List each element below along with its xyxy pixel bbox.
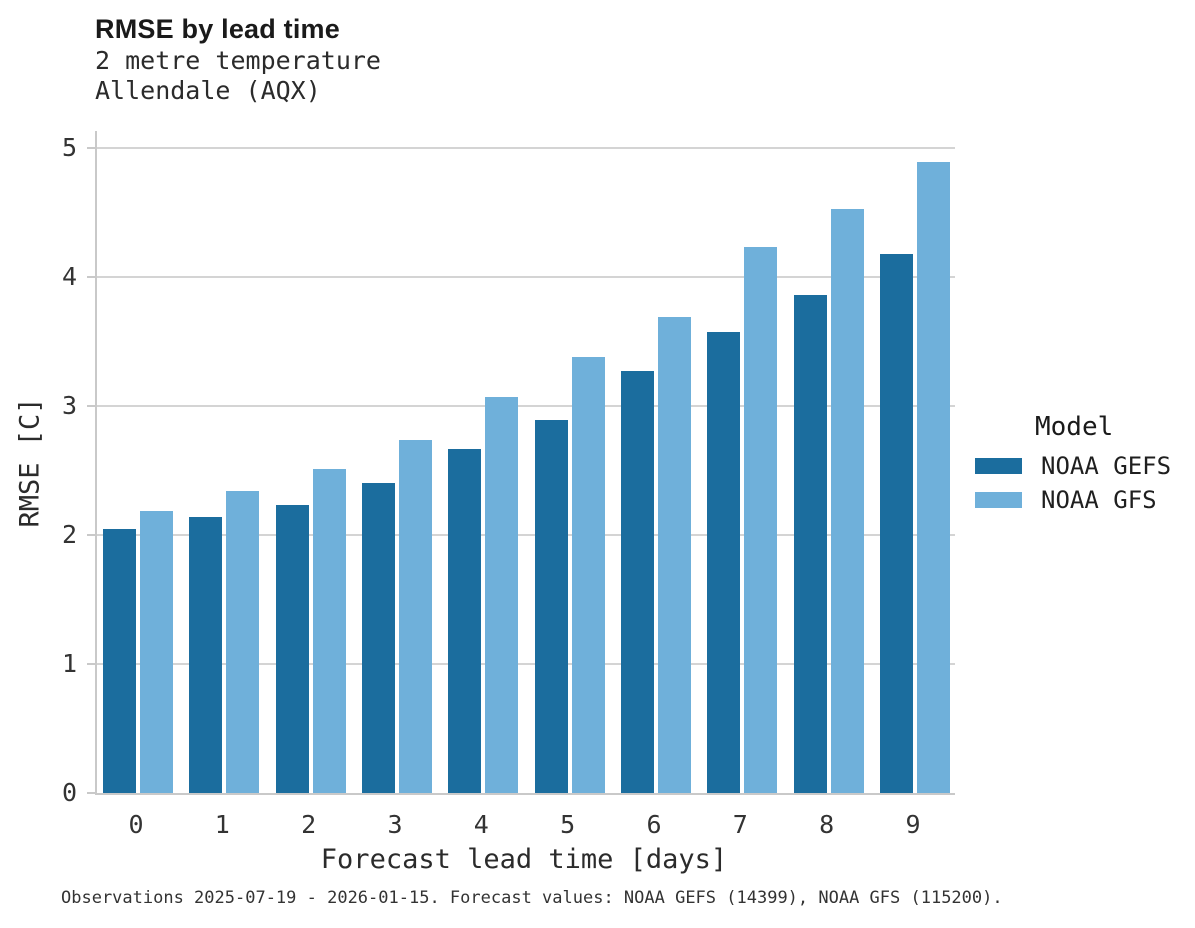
y-tick-label-2: 2 — [61, 520, 77, 549]
chart-subtitle-station: Allendale (AQX) — [95, 76, 321, 105]
y-tick-mark-0 — [87, 792, 95, 794]
bar-noaa-gfs-lead-7 — [744, 247, 778, 793]
legend-rows: NOAA GEFS NOAA GFS — [975, 451, 1172, 514]
bar-noaa-gfs-lead-5 — [571, 356, 605, 793]
bar-noaa-gfs-lead-4 — [485, 396, 519, 793]
chart-subtitle-variable: 2 metre temperature — [95, 46, 381, 75]
x-tick-label-2: 2 — [301, 810, 317, 839]
y-tick-mark-3 — [87, 405, 95, 407]
bar-noaa-gefs-lead-0 — [103, 528, 136, 793]
legend-swatch-noaa-gefs — [975, 457, 1022, 474]
y-axis-title: RMSE [C] — [10, 131, 50, 793]
x-tick-label-3: 3 — [387, 810, 403, 839]
bar-noaa-gfs-lead-3 — [398, 439, 432, 793]
y-tick-label-1: 1 — [61, 649, 77, 678]
y-tick-label-5: 5 — [61, 133, 77, 162]
x-tick-label-6: 6 — [646, 810, 662, 839]
bar-noaa-gfs-lead-2 — [312, 469, 346, 793]
x-tick-label-9: 9 — [905, 810, 921, 839]
x-tick-label-1: 1 — [214, 810, 230, 839]
footer-caption: Observations 2025-07-19 - 2026-01-15. Fo… — [61, 888, 1003, 908]
bar-noaa-gfs-lead-8 — [830, 208, 864, 793]
bar-noaa-gefs-lead-9 — [879, 253, 913, 793]
gridline-y-5 — [97, 147, 955, 149]
y-tick-mark-5 — [87, 147, 95, 149]
x-tick-label-5: 5 — [560, 810, 576, 839]
bar-noaa-gefs-lead-6 — [620, 371, 654, 793]
bar-noaa-gefs-lead-1 — [189, 516, 223, 793]
bar-noaa-gefs-lead-2 — [275, 505, 309, 793]
y-tick-label-0: 0 — [61, 778, 77, 807]
x-tick-label-4: 4 — [473, 810, 489, 839]
legend-label-noaa-gefs: NOAA GEFS — [1041, 451, 1172, 480]
bar-noaa-gfs-lead-9 — [916, 162, 950, 793]
y-tick-mark-4 — [87, 276, 95, 278]
legend-title: Model — [1035, 412, 1114, 442]
chart-header: RMSE by lead time 2 metre temperature Al… — [95, 13, 381, 106]
legend-label-noaa-gfs: NOAA GFS — [1041, 485, 1157, 514]
bar-noaa-gefs-lead-3 — [361, 483, 395, 793]
y-tick-label-3: 3 — [61, 391, 77, 420]
legend-entry-noaa-gfs: NOAA GFS — [975, 485, 1171, 514]
x-tick-label-8: 8 — [819, 810, 835, 839]
y-tick-mark-1 — [87, 663, 95, 665]
x-axis-title: Forecast lead time [days] — [320, 844, 728, 875]
legend-entry-noaa-gefs: NOAA GEFS — [975, 451, 1172, 480]
bar-noaa-gefs-lead-4 — [448, 448, 482, 793]
chart-title: RMSE by lead time — [95, 14, 340, 44]
legend: Model NOAA GEFS NOAA GFS — [975, 411, 1172, 514]
x-tick-label-0: 0 — [128, 810, 144, 839]
gridline-y-2 — [97, 534, 955, 536]
bar-noaa-gfs-lead-1 — [226, 491, 260, 793]
bar-noaa-gefs-lead-8 — [793, 295, 827, 793]
x-tick-label-7: 7 — [732, 810, 748, 839]
bar-noaa-gefs-lead-5 — [534, 420, 568, 793]
bar-noaa-gfs-lead-6 — [657, 317, 691, 793]
bar-noaa-gfs-lead-0 — [140, 510, 173, 793]
gridline-y-1 — [97, 663, 955, 665]
legend-swatch-noaa-gfs — [975, 491, 1022, 508]
bar-noaa-gefs-lead-7 — [707, 332, 741, 793]
plot-area — [95, 131, 955, 795]
gridline-y-3 — [97, 405, 955, 407]
y-tick-mark-2 — [87, 534, 95, 536]
y-tick-label-4: 4 — [61, 262, 77, 291]
gridline-y-4 — [97, 276, 955, 278]
